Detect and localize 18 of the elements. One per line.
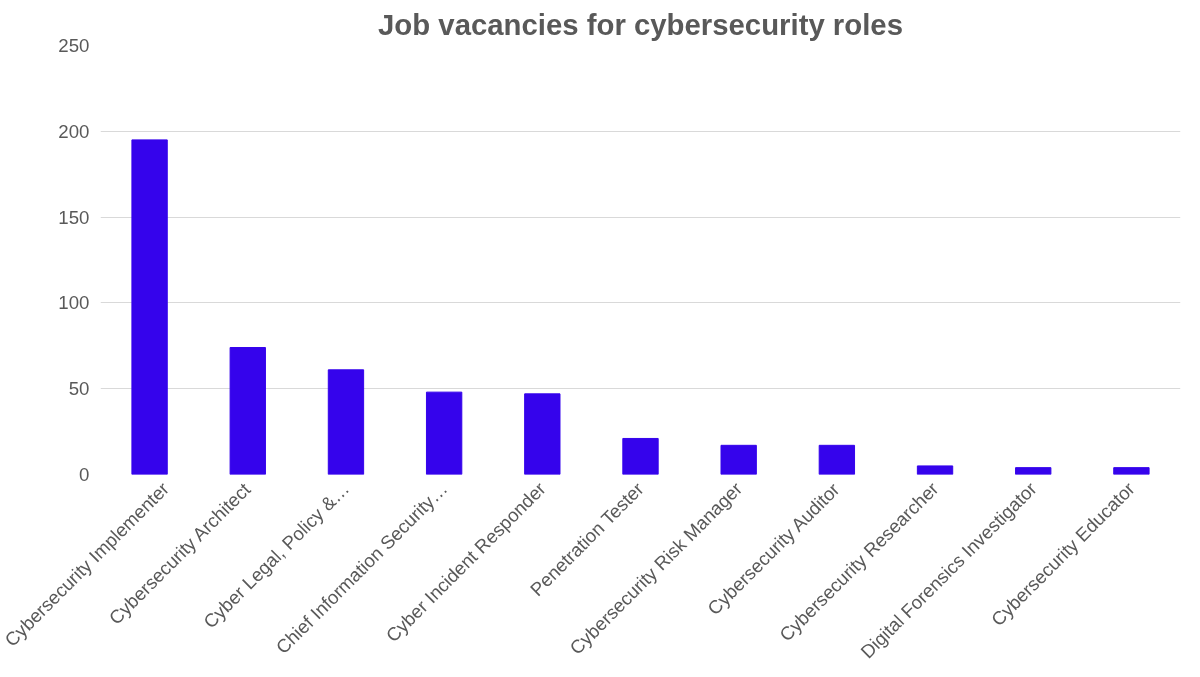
- y-tick-label: 150: [58, 206, 90, 228]
- y-tick-label: 250: [58, 35, 90, 56]
- bar: [720, 444, 757, 475]
- bar: [1015, 467, 1052, 475]
- bar: [818, 444, 856, 475]
- bar: [425, 391, 463, 475]
- bar: [1113, 467, 1150, 475]
- bar: [131, 139, 168, 475]
- y-tick-label: 200: [58, 120, 90, 142]
- y-tick-label: 0: [79, 464, 90, 485]
- bar: [524, 393, 561, 475]
- y-tick-label: 50: [68, 378, 90, 400]
- bar: [916, 465, 954, 475]
- bar: [229, 347, 266, 475]
- bar: [622, 437, 659, 475]
- y-tick-label: 100: [58, 292, 90, 314]
- bar: [327, 369, 365, 475]
- chart-title: Job vacancies for cybersecurity roles: [378, 7, 903, 41]
